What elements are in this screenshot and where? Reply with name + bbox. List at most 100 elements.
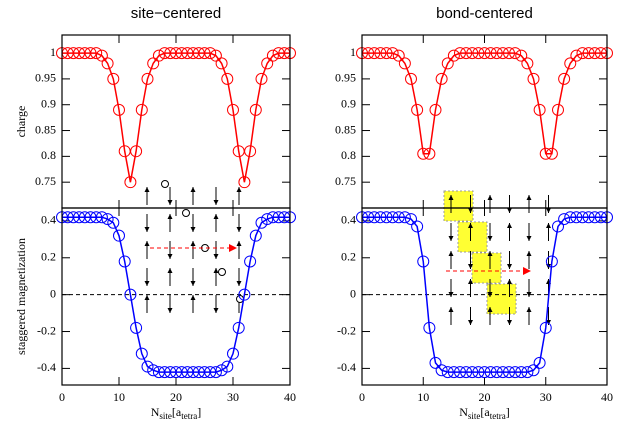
spin-arrow-head — [167, 308, 173, 313]
x-tick-label: 10 — [113, 390, 125, 404]
spin-arrow-head — [190, 281, 196, 286]
data-marker — [496, 366, 509, 379]
y-tick-label: -0.4 — [37, 360, 56, 374]
data-marker — [582, 47, 595, 60]
x-axis-label-part: tetra — [181, 411, 197, 421]
spin-arrow-head — [236, 241, 242, 246]
spin-arrow-head — [190, 227, 196, 232]
data-marker — [113, 229, 125, 242]
spin-arrow-head — [236, 187, 242, 192]
y-tick-label: 0.8 — [41, 148, 56, 162]
plot-frame — [61, 34, 291, 209]
x-axis-label-part: ] — [197, 405, 201, 419]
data-marker — [244, 145, 257, 158]
data-marker — [227, 347, 239, 360]
x-tick-label: 0 — [59, 390, 65, 404]
spin-arrow-head — [546, 223, 551, 228]
data-marker — [545, 255, 558, 268]
x-tick-label: 0 — [359, 390, 365, 404]
data-line — [62, 52, 290, 183]
spin-arrow-head — [167, 254, 173, 259]
spin-arrow-head — [213, 268, 219, 273]
spin-arrow-head — [487, 236, 493, 241]
data-marker — [380, 211, 393, 224]
data-marker — [90, 47, 103, 60]
hole — [182, 209, 190, 217]
data-marker — [564, 57, 577, 70]
data-marker — [124, 288, 137, 301]
spin-arrow-head — [213, 200, 219, 205]
spin-arrow-head — [213, 214, 219, 219]
y-tick-label: 1 — [50, 45, 56, 59]
spin-arrow-head — [213, 308, 219, 313]
data-line — [362, 216, 607, 373]
data-line — [362, 52, 607, 155]
y-tick-label: 0.75 — [35, 174, 56, 188]
x-axis-label: Nsite[atetra] — [459, 405, 510, 421]
y-tick-label: 0.4 — [341, 213, 356, 227]
data-marker — [533, 356, 546, 369]
data-marker — [417, 147, 430, 160]
spin-arrow-head — [213, 254, 219, 259]
data-marker — [588, 211, 601, 224]
data-marker — [244, 255, 257, 268]
data-marker — [423, 147, 436, 160]
data-marker — [576, 211, 589, 224]
y-tick-label: 0.4 — [41, 213, 56, 227]
x-tick-label: 10 — [417, 390, 429, 404]
data-marker — [147, 57, 160, 70]
data-marker — [441, 366, 454, 379]
data-marker — [576, 47, 589, 60]
data-marker — [490, 366, 503, 379]
data-marker — [447, 49, 460, 62]
data-marker — [411, 103, 424, 116]
data-marker — [521, 366, 534, 379]
spin-arrow-head — [144, 241, 150, 246]
spin-arrow-head — [507, 320, 512, 325]
data-marker — [588, 47, 601, 60]
x-axis-label: Nsite[atetra] — [151, 405, 202, 421]
data-marker — [368, 47, 381, 60]
panel-title: site−centered — [131, 5, 221, 22]
data-marker — [515, 366, 528, 379]
spin-arrow-head — [526, 236, 532, 241]
data-marker — [261, 57, 274, 70]
x-axis-label-part: N — [459, 405, 468, 419]
data-marker — [101, 57, 114, 70]
data-marker — [107, 216, 120, 229]
data-marker — [255, 72, 268, 85]
x-tick-label: 40 — [284, 390, 296, 404]
data-marker — [398, 211, 411, 224]
data-marker — [447, 366, 460, 379]
data-marker — [90, 211, 103, 224]
data-marker — [490, 47, 503, 60]
x-tick-label: 30 — [540, 390, 552, 404]
x-tick-label: 30 — [227, 390, 239, 404]
x-axis-label-part: ] — [506, 405, 510, 419]
spin-arrow-head — [468, 264, 473, 269]
data-marker — [362, 47, 375, 60]
spin-arrow-head — [487, 307, 493, 312]
hole — [236, 295, 244, 303]
data-marker — [221, 360, 234, 373]
spin-arrow-head — [144, 227, 150, 232]
y-tick-label: 0.85 — [35, 122, 56, 136]
spin-arrow-head — [448, 307, 454, 312]
data-marker — [238, 288, 251, 301]
data-marker — [509, 366, 522, 379]
data-marker — [374, 211, 387, 224]
panel-title: bond-centered — [436, 5, 533, 22]
data-marker — [552, 103, 564, 116]
data-marker — [238, 176, 251, 189]
data-marker — [435, 364, 448, 377]
spin-arrow-head — [546, 320, 551, 325]
data-marker — [435, 72, 448, 85]
data-marker — [441, 57, 454, 70]
data-marker — [135, 103, 148, 116]
data-marker — [478, 47, 491, 60]
y-axis-label: staggered magnetization — [14, 238, 28, 355]
data-marker — [472, 47, 485, 60]
data-marker — [95, 49, 108, 62]
y-tick-label: 0.2 — [41, 250, 56, 264]
